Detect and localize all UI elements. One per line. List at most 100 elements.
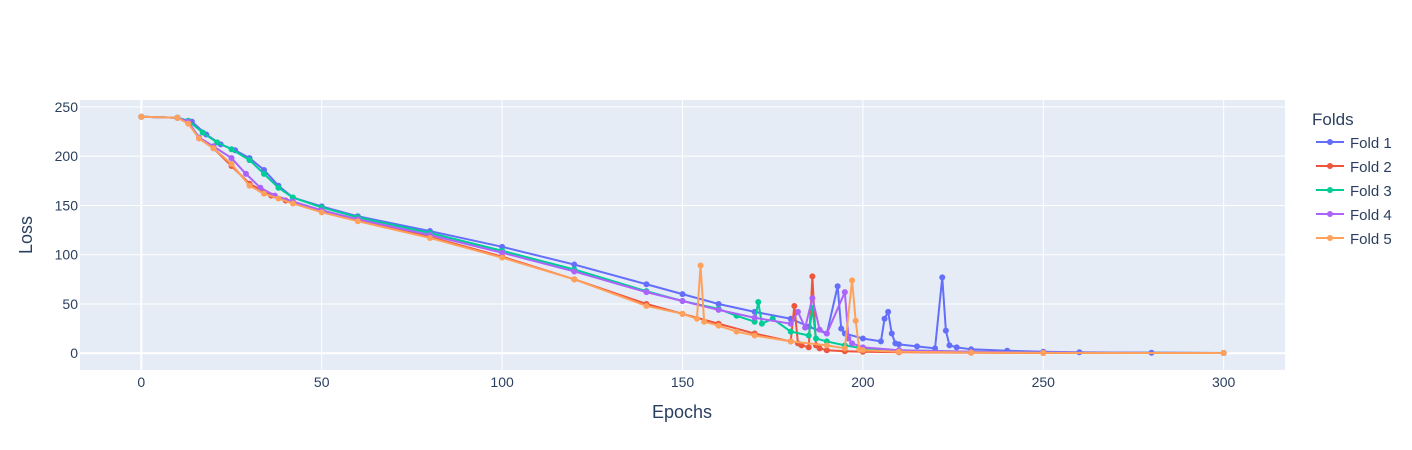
fold-3-point xyxy=(246,157,253,164)
fold-3-point xyxy=(805,332,812,339)
fold-5-point xyxy=(185,120,192,127)
x-tick-label: 300 xyxy=(1212,374,1236,390)
fold-5-point xyxy=(289,200,296,207)
fold-4-point xyxy=(816,326,823,333)
fold-3-point xyxy=(214,139,221,146)
fold-3-point xyxy=(812,335,819,342)
fold-4-point xyxy=(228,155,235,162)
y-axis-title: Loss xyxy=(16,216,36,254)
fold-5-point xyxy=(318,209,325,216)
legend-label: Fold 3 xyxy=(1350,183,1392,200)
fold-2-point xyxy=(805,344,812,351)
fold-4-point xyxy=(571,268,578,275)
x-axis-title: Epochs xyxy=(652,402,712,422)
fold-3-point xyxy=(261,170,267,177)
fold-5-point xyxy=(715,322,722,329)
series-layer xyxy=(138,113,1227,357)
y-tick-label: 0 xyxy=(70,345,78,361)
fold-3-point xyxy=(228,146,235,153)
fold-5-point xyxy=(246,182,253,189)
fold-4-point xyxy=(787,320,794,327)
fold-5-point xyxy=(275,195,282,202)
legend-label: Fold 1 xyxy=(1350,135,1392,152)
fold-5-point xyxy=(968,349,975,356)
fold-5-point xyxy=(138,113,145,120)
fold-4-point xyxy=(643,289,650,296)
fold-4-point xyxy=(499,249,506,256)
grid-lines xyxy=(80,100,1285,370)
legend-title: Folds xyxy=(1312,110,1354,129)
x-tick-label: 50 xyxy=(314,374,330,390)
fold-1-point xyxy=(881,315,888,322)
fold-5-point xyxy=(852,317,859,324)
fold-4-point xyxy=(823,330,830,337)
fold-5-point xyxy=(196,135,203,142)
legend-label: Fold 2 xyxy=(1350,159,1392,176)
fold-5-point xyxy=(787,338,794,345)
fold-5-point xyxy=(701,318,708,325)
legend-items: Fold 1 Fold 2 Fold 3 Fold 4 Fold 5 xyxy=(1316,135,1392,248)
fold-5-point xyxy=(697,262,704,269)
fold-5-point xyxy=(693,315,700,322)
fold-4-point xyxy=(242,170,249,177)
fold-1-point xyxy=(939,274,946,281)
legend-item-fold-2[interactable]: Fold 2 xyxy=(1316,159,1392,176)
fold-5-point xyxy=(859,347,866,354)
fold-1-point xyxy=(914,343,921,350)
fold-5-point xyxy=(1220,350,1227,357)
fold-3-point xyxy=(758,320,765,327)
fold-5-line xyxy=(141,115,1224,355)
y-tick-label: 100 xyxy=(55,247,79,263)
y-axis-ticks: 0 50 100 150 200 250 xyxy=(55,99,79,361)
fold-4-point xyxy=(679,298,686,305)
legend-marker xyxy=(1327,235,1333,241)
fold-4-point xyxy=(802,324,809,331)
fold-5-point xyxy=(228,161,235,168)
legend-item-fold-5[interactable]: Fold 5 xyxy=(1316,231,1392,248)
fold-5-point xyxy=(823,342,830,349)
fold-1-point xyxy=(942,327,949,334)
fold-2-point xyxy=(809,273,816,280)
fold-1-point xyxy=(859,335,866,342)
fold-1-point xyxy=(932,345,939,352)
legend-item-fold-4[interactable]: Fold 4 xyxy=(1316,207,1392,224)
fold-1-point xyxy=(885,308,892,315)
fold-1-point xyxy=(888,330,895,337)
fold-3-point xyxy=(755,299,762,306)
fold-5-point xyxy=(426,234,433,241)
fold-1-point xyxy=(895,341,902,348)
fold-1-point xyxy=(715,300,722,307)
legend-item-fold-1[interactable]: Fold 1 xyxy=(1316,135,1392,152)
fold-1-point xyxy=(571,261,578,268)
fold-5-point xyxy=(571,276,578,283)
legend-marker xyxy=(1327,139,1333,145)
legend-marker xyxy=(1327,163,1333,169)
fold-3-point xyxy=(199,129,206,136)
x-tick-label: 200 xyxy=(851,374,875,390)
fold-4-point xyxy=(794,308,801,315)
fold-1-point xyxy=(946,342,953,349)
x-axis-ticks: 0 50 100 150 200 250 300 xyxy=(137,374,1235,390)
fold-4-point xyxy=(809,295,816,302)
y-tick-label: 200 xyxy=(55,148,79,164)
fold-2-point xyxy=(823,347,830,354)
fold-2-point xyxy=(791,302,798,309)
legend[interactable]: Folds Fold 1 Fold 2 Fold 3 Fold 4 Fold 5 xyxy=(1312,110,1392,248)
fold-2-point xyxy=(798,342,805,349)
x-tick-label: 250 xyxy=(1032,374,1056,390)
fold-4-point xyxy=(751,314,758,321)
fold-1-point xyxy=(643,281,650,288)
fold-5-point xyxy=(261,190,267,197)
legend-marker xyxy=(1327,211,1333,217)
fold-5-point xyxy=(499,254,506,261)
fold-2-point xyxy=(816,345,823,352)
fold-4-point xyxy=(841,289,848,296)
fold-5-point xyxy=(841,345,848,352)
legend-item-fold-3[interactable]: Fold 3 xyxy=(1316,183,1392,200)
fold-1-point xyxy=(838,325,845,332)
fold-5-series xyxy=(138,113,1227,357)
y-tick-label: 150 xyxy=(55,197,79,213)
fold-5-point xyxy=(174,114,181,121)
